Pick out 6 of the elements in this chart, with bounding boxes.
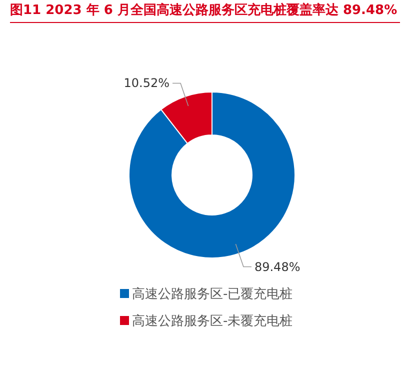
donut-slice [128, 92, 296, 258]
data-label: 89.48% [254, 260, 300, 274]
legend-label: 高速公路服务区-已覆充电桩 [132, 286, 293, 302]
data-label: 10.52% [124, 76, 170, 90]
legend-label: 高速公路服务区-未覆充电桩 [132, 313, 293, 329]
chart-title: 图11 2023 年 6 月全国高速公路服务区充电桩覆盖率达 89.48% [10, 2, 400, 23]
